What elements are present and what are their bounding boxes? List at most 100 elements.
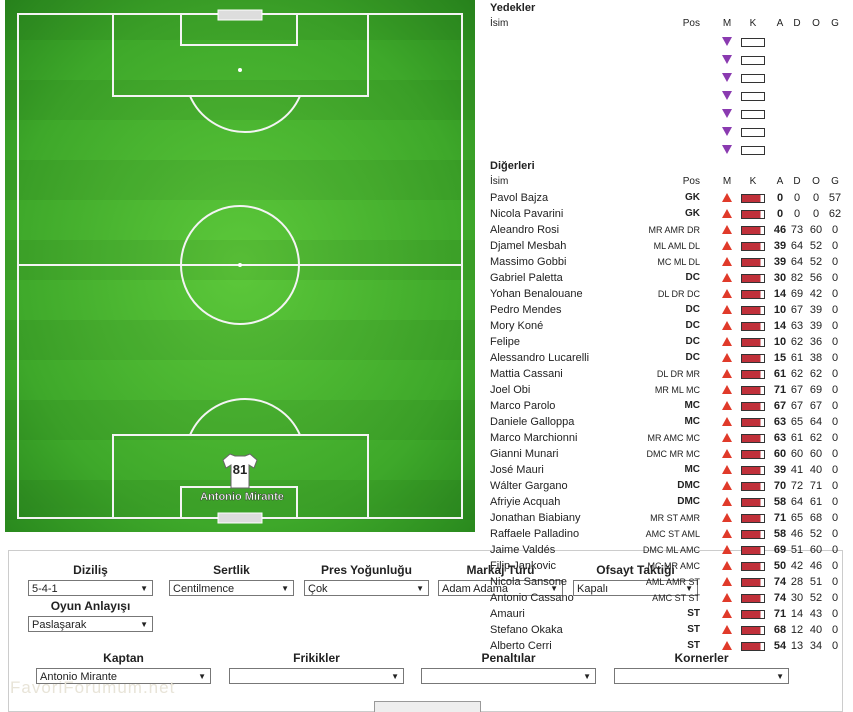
player-name[interactable]: Aleandro Rosi: [490, 224, 560, 236]
stat-o: 60: [809, 224, 823, 236]
promote-arrow[interactable]: [722, 513, 732, 522]
promote-arrow[interactable]: [722, 529, 732, 538]
stat-o: 62: [809, 368, 823, 380]
field-label: Sertlik: [213, 563, 250, 577]
stat-a: 39: [773, 256, 787, 268]
player-name[interactable]: Daniele Galloppa: [490, 416, 575, 428]
player-name[interactable]: Pedro Mendes: [490, 304, 562, 316]
stat-o: 39: [809, 304, 823, 316]
player-name[interactable]: Gabriel Paletta: [490, 272, 563, 284]
stat-o: 71: [809, 480, 823, 492]
stat-o: 68: [809, 512, 823, 524]
promote-arrow[interactable]: [722, 449, 732, 458]
stat-a: 39: [773, 240, 787, 252]
stat-d: 46: [790, 528, 804, 540]
promote-arrow[interactable]: [722, 273, 732, 282]
condition-bar: [741, 92, 765, 101]
dropdown[interactable]: 5-4-1: [28, 580, 153, 597]
player-name[interactable]: Afriyie Acquah: [490, 496, 561, 508]
dropdown[interactable]: [614, 668, 789, 685]
dropdown[interactable]: [229, 668, 404, 685]
promote-arrow[interactable]: [722, 385, 732, 394]
promote-arrow[interactable]: [722, 369, 732, 378]
demote-arrow[interactable]: [722, 37, 732, 46]
column-header: O: [812, 176, 820, 187]
promote-arrow[interactable]: [722, 481, 732, 490]
dropdown[interactable]: Çok: [304, 580, 429, 597]
dropdown[interactable]: Centilmence: [169, 580, 294, 597]
stat-d: 60: [790, 448, 804, 460]
stat-d: 67: [790, 384, 804, 396]
promote-arrow[interactable]: [722, 433, 732, 442]
player-name[interactable]: Marco Marchionni: [490, 432, 578, 444]
player-name[interactable]: Felipe: [490, 336, 520, 348]
stat-a: 71: [773, 384, 787, 396]
stat-a: 61: [773, 368, 787, 380]
stat-o: 0: [812, 208, 820, 220]
promote-arrow[interactable]: [722, 401, 732, 410]
promote-arrow[interactable]: [722, 289, 732, 298]
stat-o: 56: [809, 272, 823, 284]
dropdown[interactable]: Antonio Mirante: [36, 668, 211, 685]
column-header: Pos: [682, 18, 700, 29]
promote-arrow[interactable]: [722, 321, 732, 330]
promote-arrow[interactable]: [722, 337, 732, 346]
stat-g: 0: [831, 256, 839, 268]
condition-bar: [741, 128, 765, 137]
demote-arrow[interactable]: [722, 109, 732, 118]
stat-a: 58: [773, 496, 787, 508]
promote-arrow[interactable]: [722, 417, 732, 426]
player-name[interactable]: Djamel Mesbah: [490, 240, 567, 252]
promote-arrow[interactable]: [722, 257, 732, 266]
player-name[interactable]: Massimo Gobbi: [490, 256, 567, 268]
dropdown[interactable]: Adam Adama: [438, 580, 563, 597]
promote-arrow[interactable]: [722, 305, 732, 314]
promote-arrow[interactable]: [722, 225, 732, 234]
button[interactable]: [374, 701, 481, 712]
player-name[interactable]: Marco Parolo: [490, 400, 556, 412]
stat-o: 38: [809, 352, 823, 364]
demote-arrow[interactable]: [722, 73, 732, 82]
demote-arrow[interactable]: [722, 91, 732, 100]
player-name[interactable]: Mattia Cassani: [490, 368, 563, 380]
dropdown[interactable]: Paslaşarak: [28, 616, 153, 633]
promote-arrow[interactable]: [722, 241, 732, 250]
demote-arrow[interactable]: [722, 55, 732, 64]
stat-g: 0: [831, 496, 839, 508]
stat-d: 82: [790, 272, 804, 284]
condition-bar: [741, 306, 765, 315]
promote-arrow[interactable]: [722, 209, 732, 218]
player-name[interactable]: Pavol Bajza: [490, 192, 549, 204]
stat-d: 64: [790, 240, 804, 252]
demote-arrow[interactable]: [722, 127, 732, 136]
player-name[interactable]: Alessandro Lucarelli: [490, 352, 590, 364]
player-position: MR AMR DR: [648, 225, 701, 235]
player-name[interactable]: Nicola Pavarini: [490, 208, 564, 220]
promote-arrow[interactable]: [722, 465, 732, 474]
player-name[interactable]: Joel Obi: [490, 384, 531, 396]
stat-d: 67: [790, 304, 804, 316]
promote-arrow[interactable]: [722, 353, 732, 362]
column-header: G: [831, 18, 839, 29]
dropdown[interactable]: [421, 668, 596, 685]
player-position: DC: [685, 352, 700, 363]
player-name[interactable]: José Mauri: [490, 464, 544, 476]
section-title: Yedekler: [490, 2, 536, 14]
player-name[interactable]: Yohan Benalouane: [490, 288, 583, 300]
dropdown[interactable]: Kapalı: [573, 580, 698, 597]
column-header: M: [722, 18, 732, 29]
promote-arrow[interactable]: [722, 497, 732, 506]
stat-a: 14: [773, 288, 787, 300]
promote-arrow[interactable]: [722, 193, 732, 202]
player-name[interactable]: Raffaele Palladino: [490, 528, 580, 540]
player-name[interactable]: Jonathan Biabiany: [490, 512, 581, 524]
player-shirt[interactable]: [222, 453, 258, 489]
stat-g: 0: [831, 352, 839, 364]
demote-arrow[interactable]: [722, 145, 732, 154]
condition-bar: [741, 290, 765, 299]
player-name[interactable]: Gianni Munari: [490, 448, 559, 460]
player-name[interactable]: Wálter Gargano: [490, 480, 568, 492]
stat-g: 57: [828, 192, 842, 204]
stat-d: 62: [790, 368, 804, 380]
player-name[interactable]: Mory Koné: [490, 320, 544, 332]
